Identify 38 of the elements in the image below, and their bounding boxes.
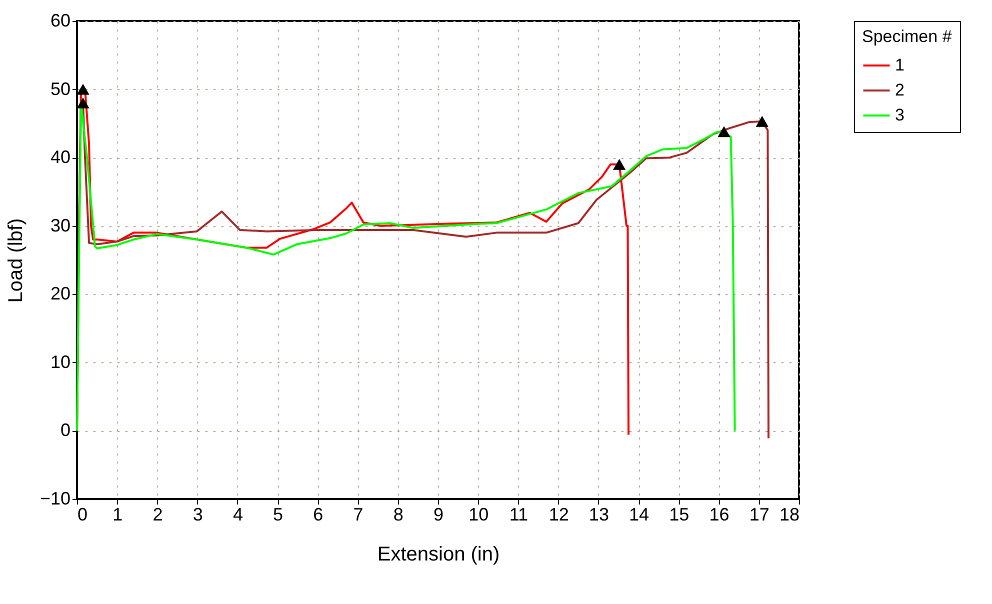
x-tick-label: 0 <box>78 504 88 524</box>
point <box>612 158 626 170</box>
x-tick-label: 11 <box>509 504 528 524</box>
y-tick-label: 0 <box>60 420 70 440</box>
x-tick-label: 14 <box>629 504 650 524</box>
point <box>76 84 90 95</box>
y-tick-label: 30 <box>50 215 70 236</box>
x-tick-label: 6 <box>313 504 324 524</box>
legend-label: 1 <box>895 56 904 74</box>
x-tick-label: 13 <box>588 504 609 524</box>
x-tick-label: 18 <box>779 504 800 524</box>
x-tick-label: 1 <box>112 504 123 524</box>
x-tick-label: 9 <box>433 504 444 524</box>
x-tick-label: 3 <box>192 504 203 524</box>
legend-label: 2 <box>895 80 904 100</box>
y-tick-label: 20 <box>50 284 70 304</box>
y-tick-label: 40 <box>50 147 70 168</box>
x-tick-label: 17 <box>749 504 770 524</box>
x-tick-label: 15 <box>669 504 690 524</box>
x-tick-label: 4 <box>232 504 243 524</box>
x-tick-label: 7 <box>353 504 364 524</box>
x-tick-label: 5 <box>273 504 284 524</box>
x-axis-title: Extension (in) <box>377 544 500 566</box>
y-axis-title: Load (lbf) <box>4 218 27 303</box>
legend-title: Specimen # <box>862 27 952 46</box>
x-tick-label: 12 <box>548 504 569 524</box>
point <box>76 97 90 108</box>
y-tick-label: 10 <box>50 352 70 372</box>
x-tick-label: 16 <box>709 504 730 524</box>
y-tick-label: −10 <box>40 488 70 508</box>
y-tick-label: 60 <box>50 10 70 30</box>
legend-label: 3 <box>895 106 904 124</box>
x-tick-label: 2 <box>152 504 163 524</box>
x-tick-label: 10 <box>468 504 489 524</box>
x-tick-label: 8 <box>393 504 404 524</box>
y-tick-label: 50 <box>50 78 70 99</box>
point <box>718 126 730 138</box>
point <box>756 116 768 127</box>
